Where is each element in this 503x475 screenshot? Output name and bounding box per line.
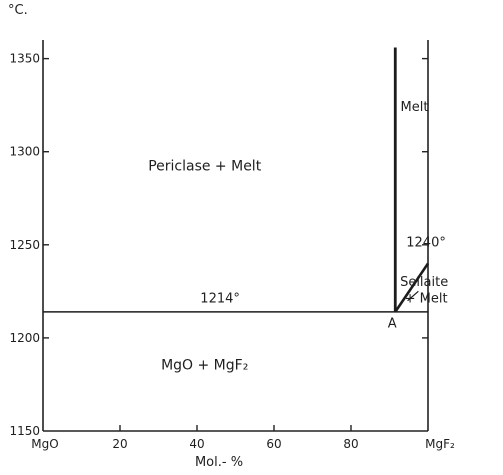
annotation-t1214: 1214° (200, 292, 240, 307)
y-tick-label: 1350 (9, 52, 40, 66)
labels-layer: MgO 20 40 60 80 MgF₂ 1150 1200 1250 1300 1350 Peric… (9, 52, 455, 451)
y-axis-label: °C. (8, 3, 28, 18)
annotation-leader-line (407, 290, 419, 302)
annotation-sellaite: Sellaite (400, 275, 448, 290)
x-tick-label: 20 (112, 437, 127, 451)
y-tick-label: 1200 (9, 331, 40, 345)
series-line-sellaite_liquidus (394, 262, 430, 313)
ticks-layer (43, 57, 428, 431)
x-tick-label: 60 (266, 437, 281, 451)
x-tick-label: MgF₂ (425, 437, 455, 451)
annotation-melt: Melt (401, 100, 429, 115)
annotation-periclase_melt: Periclase + Melt (148, 158, 261, 174)
x-tick-label: MgO (31, 437, 58, 451)
annotation-mgo_mgf2: MgO + MgF₂ (161, 358, 248, 374)
annotation-t1240: 1240° (406, 236, 446, 251)
x-tick-label: 40 (189, 437, 204, 451)
series-layer (43, 47, 430, 313)
y-tick-label: 1250 (9, 238, 40, 252)
annotation-point_a: A (388, 317, 397, 332)
x-axis-label: Mol.- % (195, 455, 243, 470)
y-tick-label: 1300 (9, 145, 40, 159)
x-tick-label: 80 (343, 437, 358, 451)
y-tick-label: 1150 (9, 424, 40, 438)
annotation-plus_melt: + Melt (405, 292, 448, 307)
